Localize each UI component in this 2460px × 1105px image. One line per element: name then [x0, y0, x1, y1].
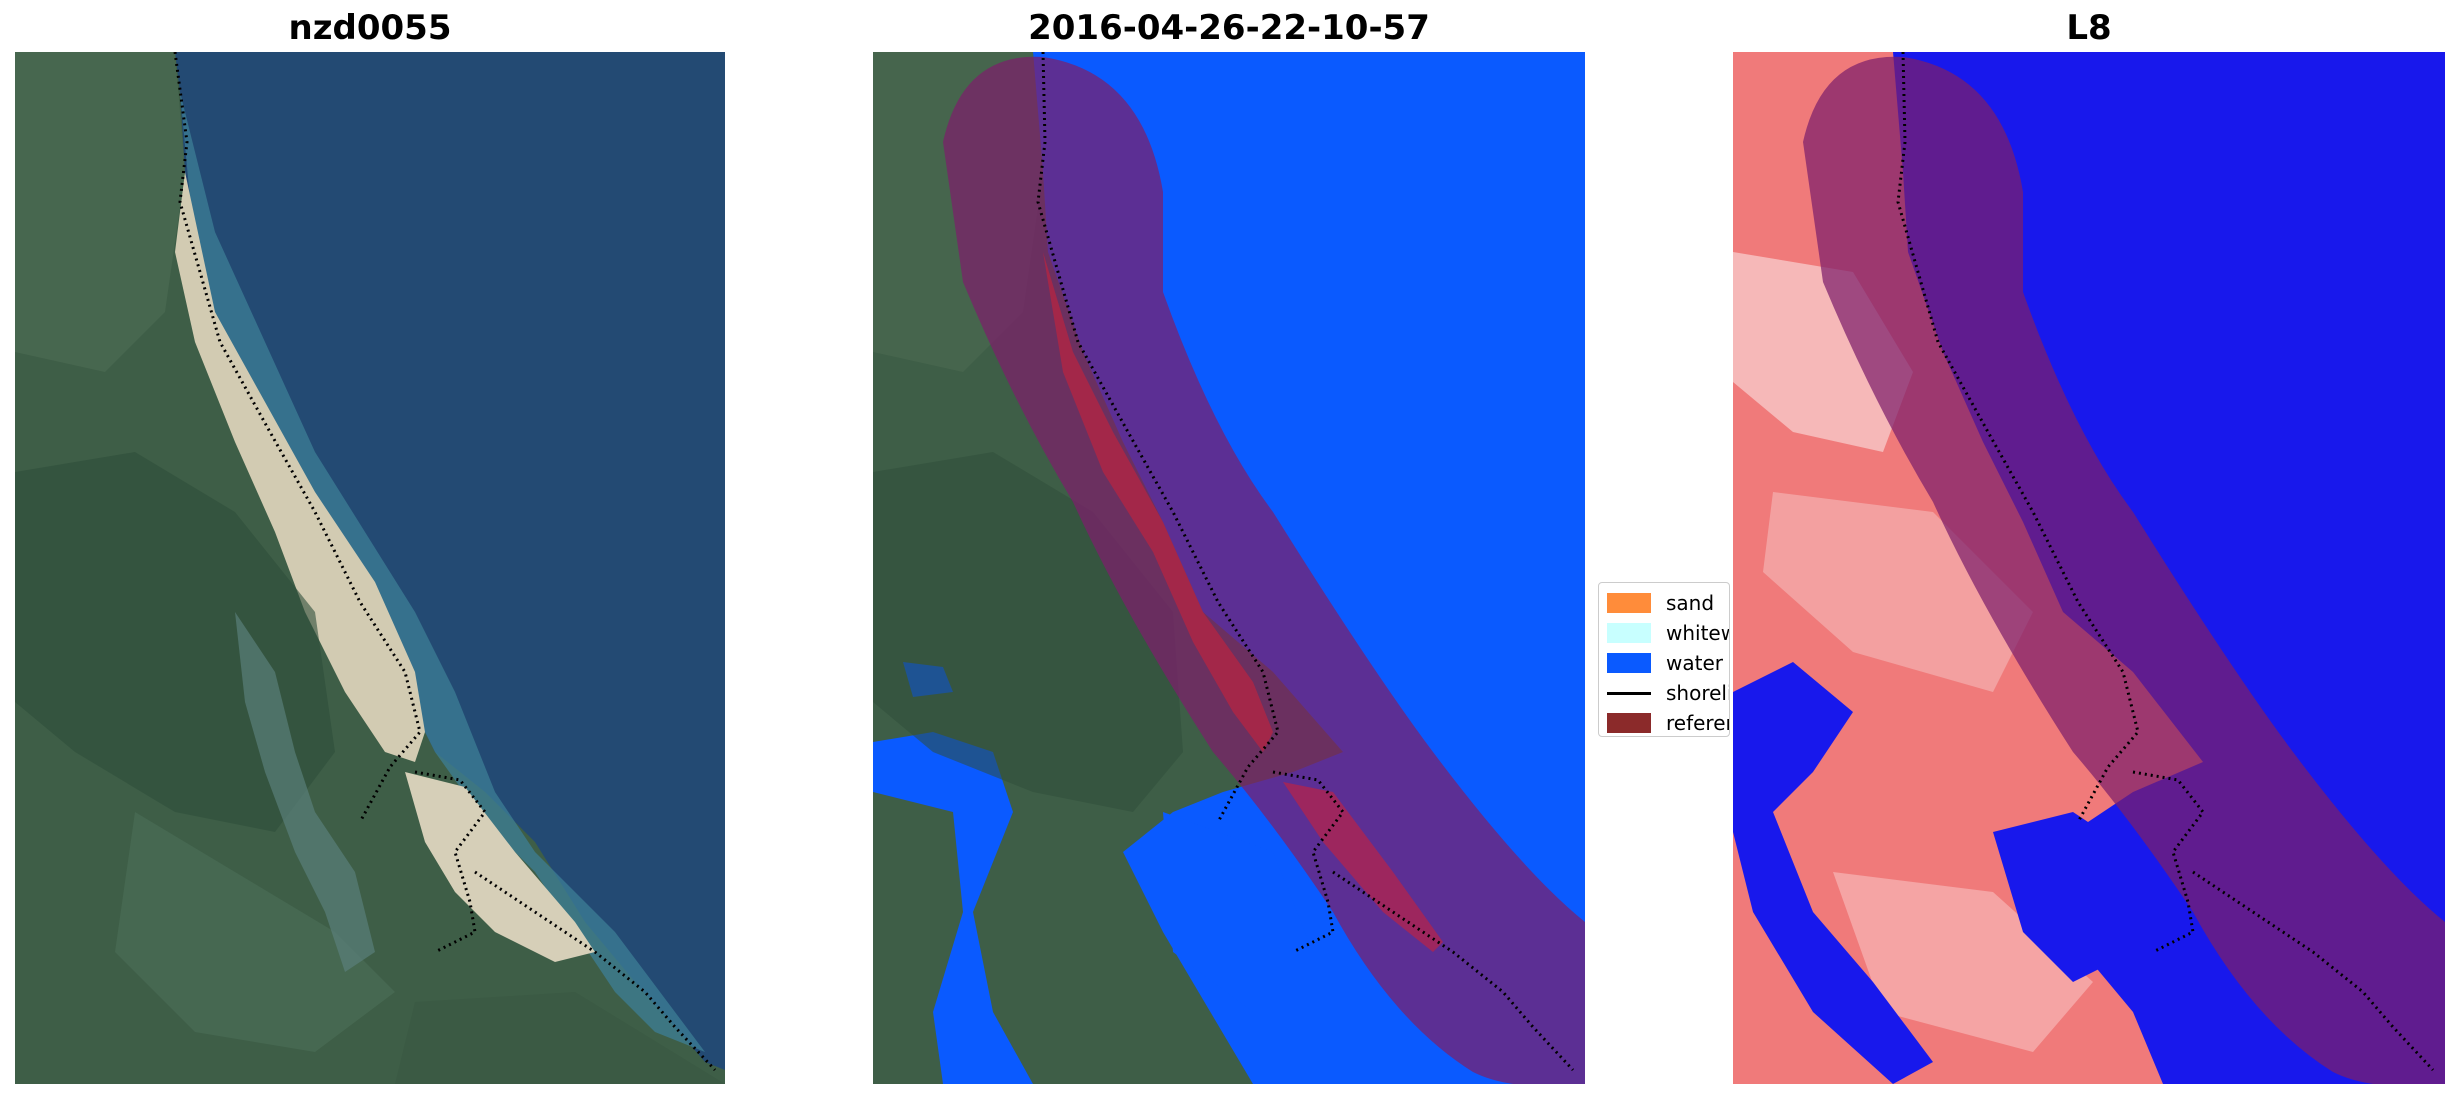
index-image — [1733, 52, 2445, 1084]
classified-image-panel — [873, 52, 1585, 1084]
panel-title-rgb: nzd0055 — [288, 8, 452, 48]
classified-image — [873, 52, 1585, 1084]
rgb-satellite-image — [15, 52, 725, 1084]
buffer-swatch-icon — [1607, 713, 1651, 733]
panel-title-classified: 2016-04-26-22-10-57 — [1028, 8, 1430, 48]
legend-item-reference-buffer: reference shoreline buffer — [1607, 709, 1729, 736]
sand-swatch-icon — [1607, 593, 1651, 613]
legend-item-shoreline: shoreline — [1607, 679, 1729, 707]
rgb-image-panel — [15, 52, 725, 1084]
legend-item-sand: sand — [1607, 589, 1714, 617]
legend-label: water — [1666, 651, 1723, 675]
legend-label: sand — [1666, 591, 1715, 615]
legend-item-water: water — [1607, 649, 1723, 677]
index-image-panel — [1733, 52, 2445, 1084]
panel-title-index: L8 — [2066, 8, 2112, 48]
water-swatch-icon — [1607, 653, 1651, 673]
whitewater-swatch-icon — [1607, 623, 1651, 643]
shoreline-line-icon — [1607, 683, 1651, 703]
legend-label: shoreline — [1666, 681, 1729, 705]
legend-label: reference shoreline buffer — [1666, 711, 1729, 735]
